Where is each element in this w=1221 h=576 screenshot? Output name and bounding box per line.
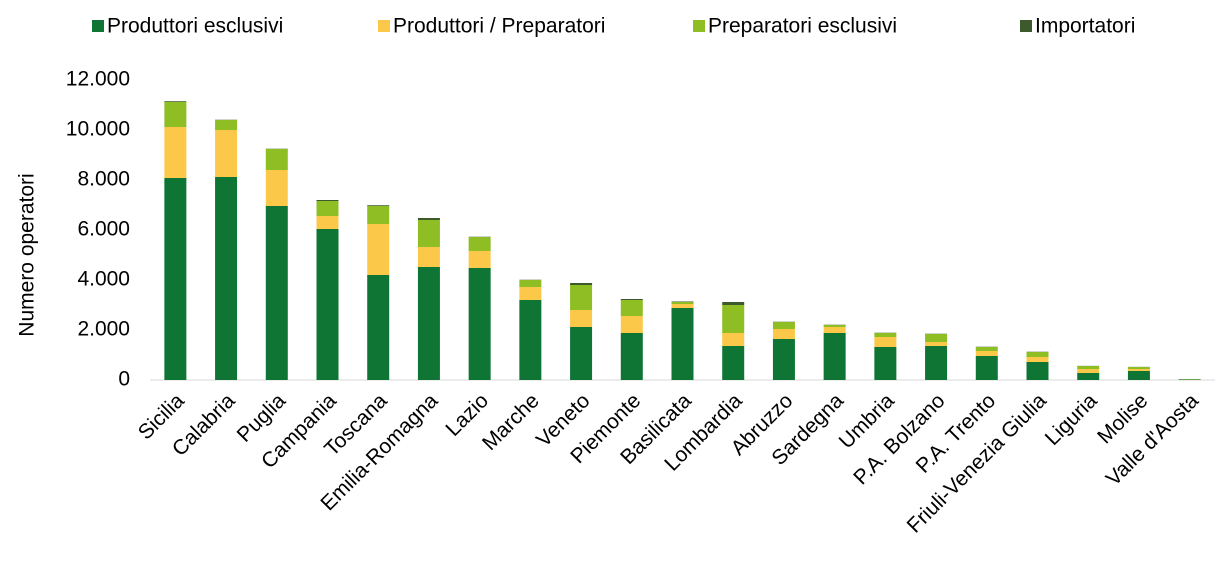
- bar-segment: [1127, 369, 1150, 371]
- bar-segment: [468, 237, 491, 251]
- y-tick-label: 12.000: [66, 68, 130, 91]
- bar-segment: [874, 337, 897, 347]
- bar-segment: [1077, 369, 1100, 373]
- bar-segment: [570, 310, 593, 327]
- bar-segment: [874, 347, 897, 380]
- bar-segment: [316, 201, 339, 216]
- bar-segment: [367, 224, 390, 275]
- bar-segment: [367, 275, 390, 380]
- bar-segment: [722, 305, 745, 333]
- bar-segment: [519, 300, 542, 380]
- y-tick-label: 6.000: [77, 218, 130, 241]
- y-axis-title: Numero operatori: [16, 173, 39, 336]
- legend-swatch: [1020, 20, 1032, 32]
- bar-segment: [417, 218, 440, 220]
- bar-segment: [1178, 379, 1201, 380]
- bar-segment: [164, 102, 187, 127]
- legend-label: Importatori: [1035, 15, 1135, 38]
- bar-segment: [1127, 371, 1150, 380]
- bar-segment: [1077, 366, 1100, 369]
- bar-segment: [823, 327, 846, 333]
- legend-swatch: [92, 20, 104, 32]
- bar-segment: [620, 316, 643, 333]
- bar-segment: [265, 206, 288, 380]
- bar-segment: [925, 334, 948, 342]
- bar-segment: [620, 333, 643, 380]
- bar-segment: [823, 325, 846, 327]
- legend-swatch: [378, 20, 390, 32]
- bar-segment: [671, 304, 694, 308]
- bar-segment: [1026, 357, 1049, 362]
- bar-segment: [772, 339, 795, 380]
- bar-segment: [164, 101, 187, 102]
- bar-segment: [468, 268, 491, 380]
- y-tick-label: 10.000: [66, 118, 130, 141]
- bar-segment: [823, 333, 846, 380]
- bar-segment: [671, 308, 694, 380]
- bar-segment: [975, 347, 998, 351]
- bar-segment: [620, 300, 643, 316]
- bar-segment: [671, 301, 694, 302]
- x-tick-label: Liguria: [1041, 389, 1102, 450]
- y-tick-label: 0: [118, 368, 130, 391]
- bar-segment: [468, 251, 491, 268]
- bar-segment: [975, 351, 998, 356]
- legend-label: Produttori / Preparatori: [393, 15, 605, 38]
- bar-segment: [570, 285, 593, 310]
- bar-segment: [265, 170, 288, 206]
- bar-segment: [975, 356, 998, 380]
- bar-segment: [215, 177, 238, 380]
- bar-segment: [265, 149, 288, 170]
- bar-segment: [417, 247, 440, 267]
- bar-segment: [925, 346, 948, 380]
- bar-segment: [722, 346, 745, 380]
- bar-segment: [570, 283, 593, 285]
- x-tick-label: Marche: [478, 389, 544, 455]
- bar-segment: [164, 127, 187, 178]
- bar-segment: [367, 206, 390, 224]
- bar-segment: [215, 120, 238, 130]
- bar-segment: [722, 333, 745, 346]
- y-tick-label: 2.000: [77, 318, 130, 341]
- bar-segment: [417, 267, 440, 380]
- bar-segment: [620, 299, 643, 300]
- bar-segment: [519, 280, 542, 287]
- bar-segment: [1026, 362, 1049, 380]
- bar-segment: [164, 178, 187, 380]
- bar-segment: [316, 229, 339, 380]
- bar-segment: [519, 287, 542, 300]
- bar-segment: [215, 130, 238, 177]
- bar-segment: [316, 216, 339, 229]
- bar-segment: [874, 333, 897, 337]
- bar-segment: [1077, 373, 1100, 380]
- bar-segment: [772, 329, 795, 339]
- bar-segment: [367, 205, 390, 206]
- bar-segment: [1026, 352, 1049, 357]
- legend-swatch: [693, 20, 705, 32]
- bar-segment: [772, 322, 795, 329]
- bar-segment: [671, 302, 694, 304]
- bar-segment: [417, 220, 440, 247]
- legend-label: Preparatori esclusivi: [708, 15, 897, 38]
- bar-segment: [316, 200, 339, 201]
- y-tick-label: 8.000: [77, 168, 130, 191]
- bar-segment: [570, 327, 593, 380]
- legend-label: Produttori esclusivi: [107, 15, 283, 38]
- bar-segment: [722, 302, 745, 305]
- bar-segment: [1127, 367, 1150, 369]
- bar-segment: [925, 342, 948, 346]
- y-tick-label: 4.000: [77, 268, 130, 291]
